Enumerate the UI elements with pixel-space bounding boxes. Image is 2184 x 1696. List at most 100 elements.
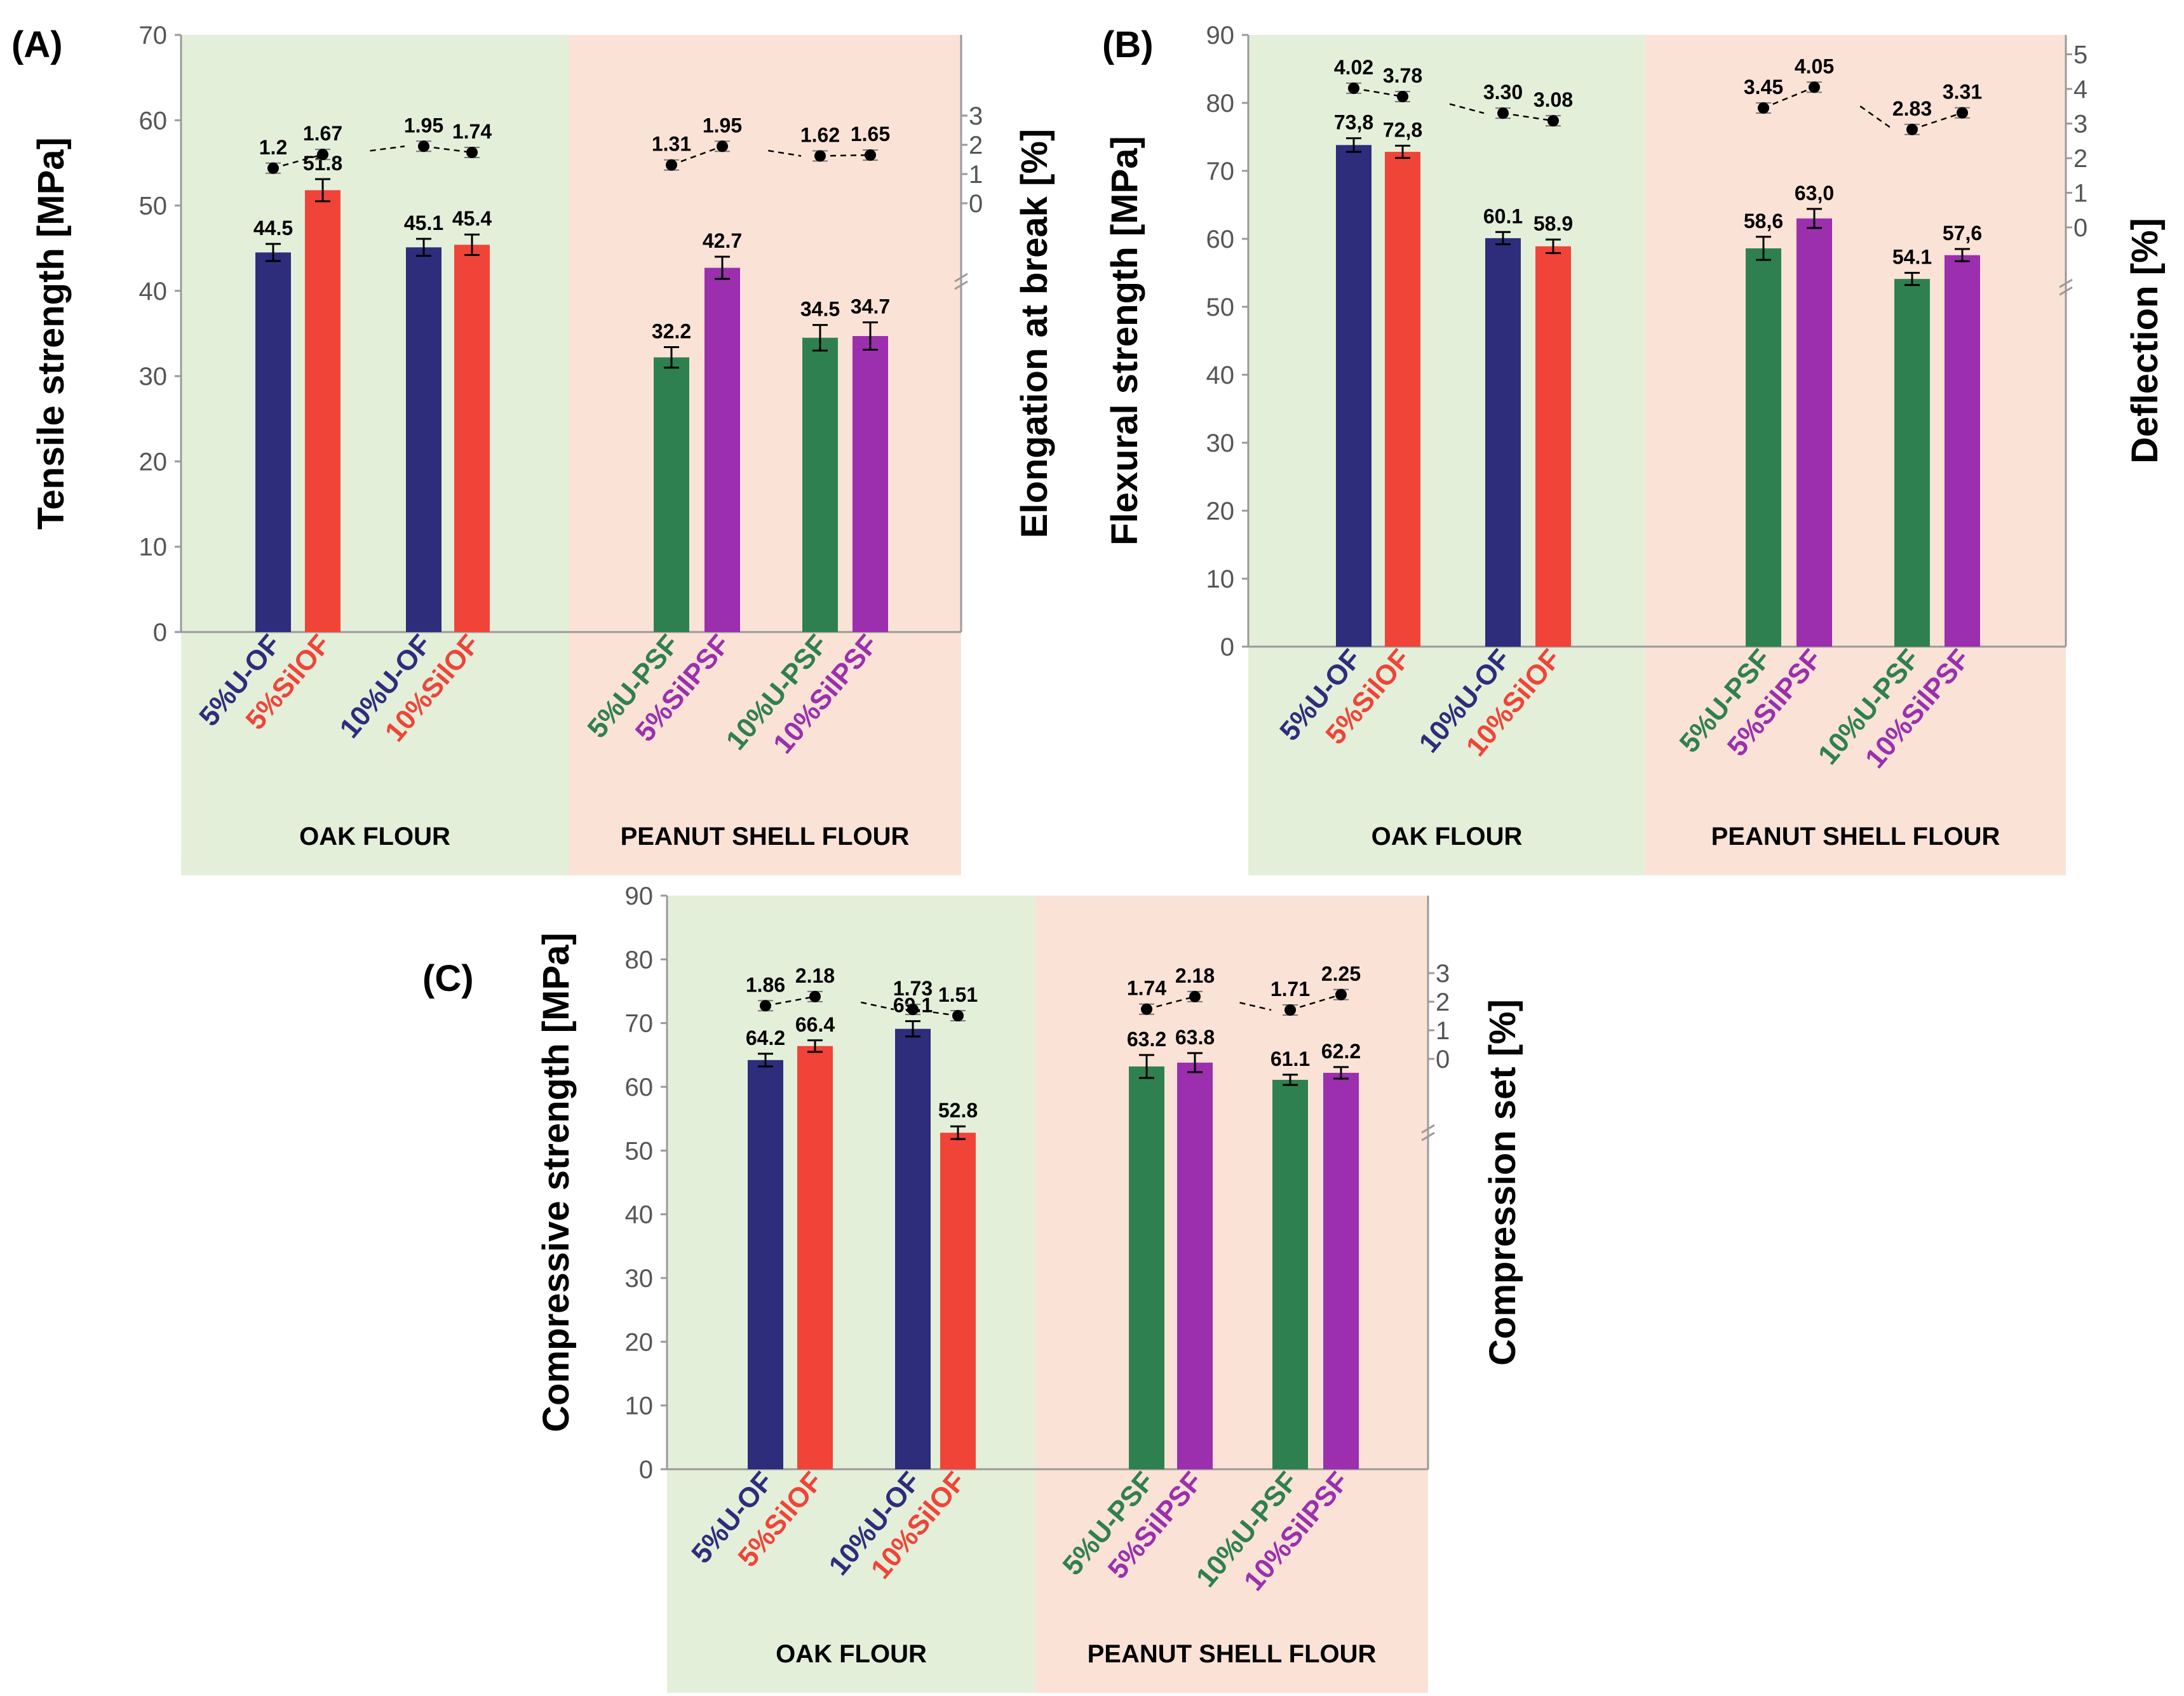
y2-tick-label: 5 xyxy=(2073,41,2087,69)
secondary-value-label: 1.73 xyxy=(893,977,933,1000)
error-bar xyxy=(812,324,828,352)
peanut-shell-background xyxy=(1035,896,1428,1693)
bar-10%SilPSF xyxy=(1323,1072,1359,1469)
secondary-line-segment xyxy=(1502,112,1554,122)
y-tick-label: 20 xyxy=(139,448,168,476)
error-bar xyxy=(315,178,330,203)
group-label: PEANUT SHELL FLOUR xyxy=(1088,1640,1377,1668)
y-tick-label: 80 xyxy=(1206,90,1235,118)
y2-tick-label: 3 xyxy=(969,102,983,130)
bar-value-label: 57,6 xyxy=(1943,222,1982,245)
bar-value-label: 73,8 xyxy=(1334,111,1373,134)
secondary-value-label: 1.74 xyxy=(452,120,492,143)
bar-10%SilPSF xyxy=(853,336,888,632)
secondary-value-label: 1.62 xyxy=(800,123,840,146)
secondary-value-label: 1.74 xyxy=(1127,977,1166,1000)
bar-value-label: 34.5 xyxy=(800,298,840,321)
bar-value-label: 42.7 xyxy=(703,229,742,252)
secondary-line-segment xyxy=(423,145,473,154)
y2-tick-label: 0 xyxy=(1436,1046,1450,1073)
secondary-point xyxy=(267,162,279,174)
secondary-line-segment xyxy=(273,153,323,170)
y-tick-label: 60 xyxy=(139,107,168,135)
secondary-point xyxy=(317,149,328,161)
secondary-point xyxy=(466,146,478,158)
error-bar xyxy=(664,346,679,369)
secondary-line-segment xyxy=(1859,105,1894,130)
error-bar xyxy=(416,238,431,257)
error-bar xyxy=(1139,1054,1154,1079)
y2-axis-break xyxy=(2059,278,2073,296)
y2-tick-label: 3 xyxy=(1436,960,1450,988)
secondary-point xyxy=(809,990,821,1002)
bar-10%U-PSF xyxy=(1272,1079,1308,1469)
y-tick-label: 40 xyxy=(1206,361,1235,389)
secondary-value-label: 2.18 xyxy=(795,964,835,987)
error-bar xyxy=(1495,231,1511,246)
secondary-line-segment xyxy=(1763,86,1815,109)
y2-tick-label: 2 xyxy=(969,131,983,159)
bar-5%U-PSF xyxy=(1129,1066,1164,1469)
secondary-value-label: 3.30 xyxy=(1483,81,1523,104)
secondary-value-label: 1.51 xyxy=(938,983,978,1006)
y2-tick-label: 4 xyxy=(2073,76,2087,104)
bar-5%SilOF xyxy=(1385,152,1420,647)
secondary-point xyxy=(1547,115,1559,127)
bar-5%SilPSF xyxy=(1796,218,1832,647)
bar-value-label: 58.9 xyxy=(1534,212,1573,235)
peanut-shell-background xyxy=(569,35,961,875)
y-tick-label: 50 xyxy=(139,192,168,220)
bar-10%U-OF xyxy=(895,1028,931,1469)
secondary-value-label: 1.86 xyxy=(746,973,785,996)
secondary-point xyxy=(865,149,876,161)
bar-5%U-OF xyxy=(748,1060,783,1469)
secondary-line-segment xyxy=(768,149,802,157)
bar-5%SilOF xyxy=(797,1046,833,1469)
secondary-value-label: 1.95 xyxy=(703,114,742,137)
bar-value-label: 72,8 xyxy=(1383,118,1422,141)
secondary-value-label: 3.08 xyxy=(1534,88,1573,111)
secondary-point xyxy=(1906,123,1918,135)
y-tick-label: 80 xyxy=(625,946,654,974)
panel-label: (C) xyxy=(422,958,474,999)
y-tick-label: 0 xyxy=(153,619,167,647)
secondary-line-segment xyxy=(1353,87,1403,98)
y-tick-label: 10 xyxy=(139,534,168,562)
bar-value-label: 34.7 xyxy=(851,295,890,318)
secondary-line-segment xyxy=(1290,993,1342,1011)
secondary-line-segment xyxy=(1146,995,1196,1010)
bar-value-label: 66.4 xyxy=(795,1013,835,1036)
secondary-point xyxy=(418,140,429,152)
error-bar xyxy=(905,1020,920,1038)
bar-value-label: 63.2 xyxy=(1127,1028,1166,1051)
bar-5%SilPSF xyxy=(1177,1062,1213,1469)
secondary-value-label: 2.18 xyxy=(1175,964,1215,987)
secondary-point xyxy=(907,1004,919,1016)
bar-5%U-OF xyxy=(255,252,291,632)
secondary-point xyxy=(1397,90,1408,102)
y-tick-label: 40 xyxy=(625,1201,654,1229)
error-bar xyxy=(1904,272,1920,286)
secondary-point xyxy=(1348,82,1359,94)
y-tick-label: 30 xyxy=(1206,429,1235,457)
secondary-point xyxy=(1141,1003,1152,1015)
bar-5%U-OF xyxy=(1336,145,1372,647)
secondary-point xyxy=(1497,107,1509,119)
secondary-point xyxy=(952,1010,964,1022)
y-tick-label: 20 xyxy=(1206,497,1235,525)
bar-value-label: 61.1 xyxy=(1271,1047,1310,1070)
y-axis-title: Compressive strength [MPa] xyxy=(536,932,577,1432)
error-bar xyxy=(1346,137,1361,153)
bar-10%U-OF xyxy=(406,247,442,632)
panel-a: OAK FLOUR PEANUT SHELL FLOUR0102030405060… xyxy=(11,22,1055,875)
error-bar xyxy=(715,255,730,280)
oak-flour-background xyxy=(1248,35,1645,875)
error-bar xyxy=(1955,248,1970,262)
y2-tick-label: 1 xyxy=(2073,180,2087,208)
y2-tick-label: 2 xyxy=(1436,988,1450,1016)
bar-10%SilOF xyxy=(940,1133,976,1469)
secondary-point xyxy=(1809,81,1820,93)
secondary-point xyxy=(717,140,728,152)
panel-c: OAK FLOUR PEANUT SHELL FLOUR0102030405060… xyxy=(422,882,1523,1693)
y-axis-title: Tensile strength [MPa] xyxy=(30,137,72,530)
